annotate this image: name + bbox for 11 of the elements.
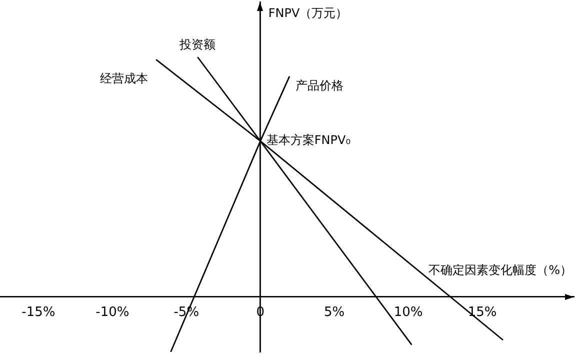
series-label: 投资额 xyxy=(178,37,216,52)
y-axis-title: FNPV（万元） xyxy=(268,6,348,20)
series-label: 产品价格 xyxy=(296,78,344,92)
series-label: 经营成本 xyxy=(100,72,148,86)
annotation: 基本方案FNPV₀ xyxy=(266,133,351,148)
x-tick-label: 10% xyxy=(394,305,423,320)
x-tick-label: -10% xyxy=(96,305,130,320)
x-axis-title: 不确定因素变化幅度（%） xyxy=(428,262,572,277)
x-tick-label: -15% xyxy=(22,305,56,320)
x-tick-label: 15% xyxy=(468,305,497,320)
x-tick-label: 5% xyxy=(324,305,345,320)
